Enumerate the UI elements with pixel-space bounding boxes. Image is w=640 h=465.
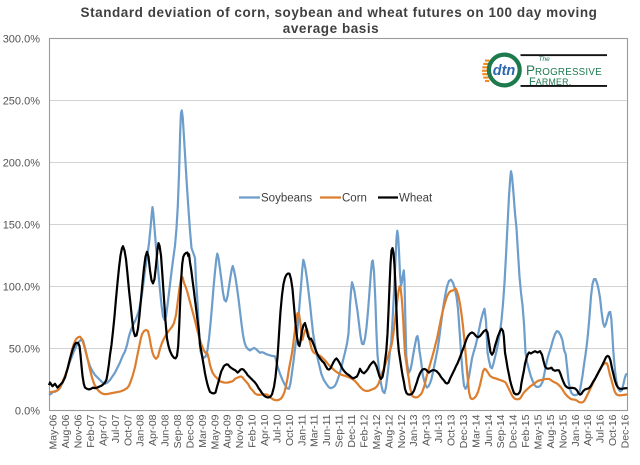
svg-text:Jul-16: Jul-16: [595, 414, 607, 443]
svg-text:100.0%: 100.0%: [3, 282, 41, 294]
svg-text:dtn: dtn: [493, 63, 516, 79]
svg-text:Aug-12: Aug-12: [383, 414, 395, 448]
svg-text:250.0%: 250.0%: [3, 96, 41, 108]
svg-text:Feb-15: Feb-15: [520, 414, 532, 447]
svg-text:Dec-13: Dec-13: [458, 414, 470, 448]
svg-text:150.0%: 150.0%: [3, 220, 41, 232]
svg-text:Oct-07: Oct-07: [122, 414, 134, 446]
svg-text:Aug-06: Aug-06: [60, 414, 72, 448]
svg-text:50.0%: 50.0%: [9, 344, 40, 356]
svg-text:FARMER.: FARMER.: [529, 76, 571, 88]
svg-text:PROGRESSIVE: PROGRESSIVE: [526, 63, 602, 78]
svg-text:Oct-13: Oct-13: [446, 414, 458, 446]
svg-text:Sep-08: Sep-08: [172, 414, 184, 448]
svg-text:Jan-13: Jan-13: [408, 414, 420, 446]
svg-text:Jan-16: Jan-16: [570, 414, 582, 446]
svg-text:Sep-11: Sep-11: [334, 414, 346, 447]
svg-text:May-15: May-15: [533, 414, 545, 449]
svg-text:200.0%: 200.0%: [3, 158, 41, 170]
svg-text:Feb-10: Feb-10: [247, 414, 259, 447]
svg-text:Dec-14: Dec-14: [508, 414, 520, 448]
svg-text:May-09: May-09: [209, 414, 221, 449]
svg-text:Apr-16: Apr-16: [582, 414, 594, 446]
svg-text:Dec-08: Dec-08: [184, 414, 196, 448]
svg-text:Apr-07: Apr-07: [97, 414, 109, 446]
svg-text:Aug-15: Aug-15: [545, 414, 557, 448]
svg-text:Nov-09: Nov-09: [234, 414, 246, 448]
svg-text:Dec-16: Dec-16: [620, 414, 632, 448]
svg-text:300.0%: 300.0%: [3, 34, 41, 46]
svg-text:Mar-11: Mar-11: [309, 414, 321, 447]
svg-text:Jun-08: Jun-08: [160, 414, 172, 446]
svg-text:Feb-12: Feb-12: [359, 414, 371, 447]
svg-text:Jul-13: Jul-13: [433, 414, 445, 443]
svg-text:Soybeans: Soybeans: [261, 193, 312, 205]
svg-text:Oct-10: Oct-10: [284, 414, 296, 446]
svg-text:Jan-11: Jan-11: [296, 414, 308, 445]
svg-text:Apr-10: Apr-10: [259, 414, 271, 446]
svg-text:May-12: May-12: [371, 414, 383, 449]
svg-text:Wheat: Wheat: [399, 193, 433, 205]
svg-text:Jul-10: Jul-10: [271, 414, 283, 443]
svg-text:Mar-14: Mar-14: [470, 414, 482, 447]
svg-text:Dec-11: Dec-11: [346, 414, 358, 447]
svg-text:Jun-11: Jun-11: [321, 414, 333, 445]
svg-text:Nov-06: Nov-06: [73, 414, 85, 448]
svg-text:Oct-16: Oct-16: [607, 414, 619, 446]
svg-text:Jun-14: Jun-14: [483, 414, 495, 446]
svg-text:May-06: May-06: [48, 414, 60, 449]
svg-text:Apr-13: Apr-13: [421, 414, 433, 446]
svg-text:Jan-08: Jan-08: [135, 414, 147, 446]
svg-text:Standard deviation of corn, so: Standard deviation of corn, soybean and …: [81, 5, 598, 20]
svg-text:Corn: Corn: [342, 193, 367, 205]
svg-text:Feb-07: Feb-07: [85, 414, 97, 447]
svg-text:Mar-09: Mar-09: [197, 414, 209, 447]
svg-text:Sep-14: Sep-14: [495, 414, 507, 448]
svg-text:0.0%: 0.0%: [15, 406, 40, 418]
svg-text:average basis: average basis: [283, 21, 379, 36]
svg-text:The: The: [539, 56, 551, 63]
svg-text:Nov-15: Nov-15: [557, 414, 569, 448]
svg-text:Aug-09: Aug-09: [222, 414, 234, 448]
svg-text:Jul-07: Jul-07: [110, 414, 122, 443]
svg-text:Apr-08: Apr-08: [147, 414, 159, 446]
svg-text:Nov-12: Nov-12: [396, 414, 408, 448]
